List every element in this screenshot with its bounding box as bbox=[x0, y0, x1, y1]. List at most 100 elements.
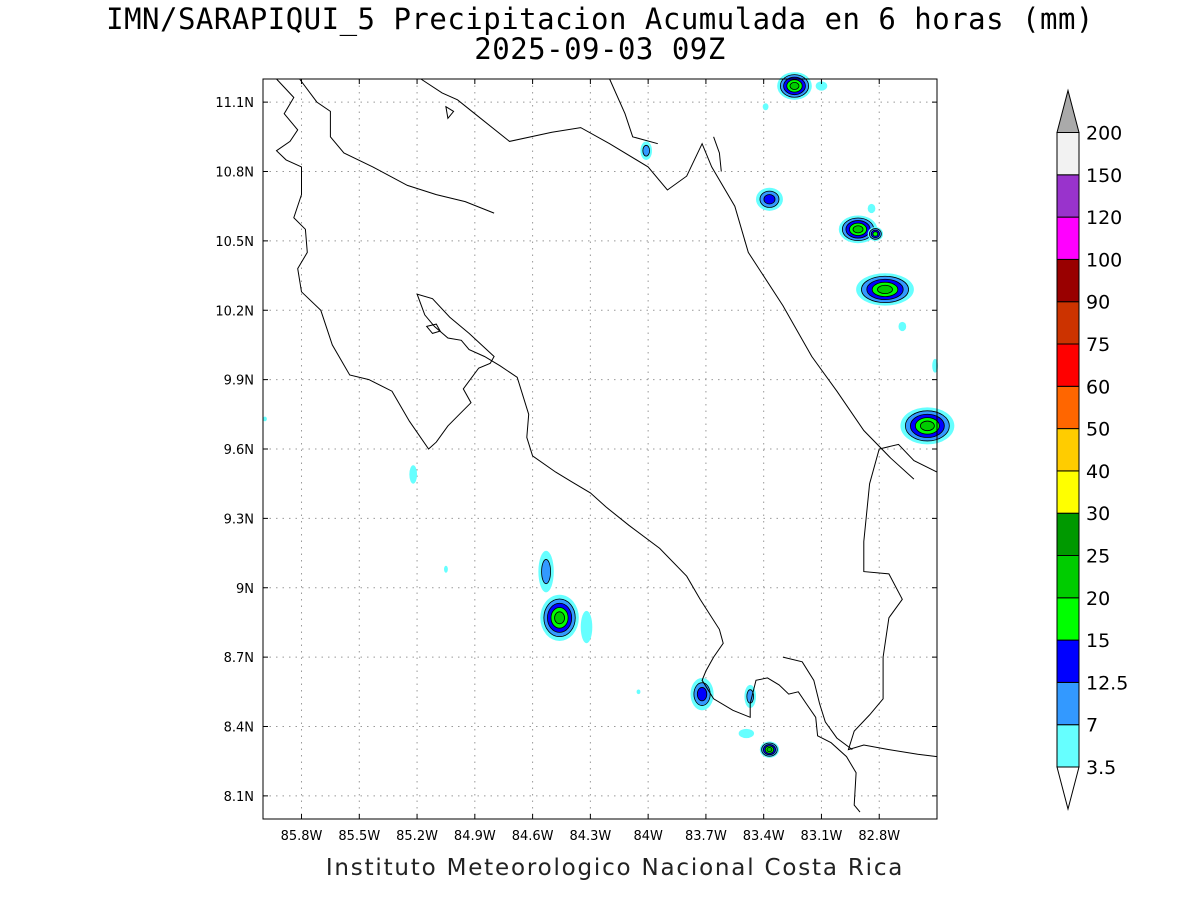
precip-cell bbox=[898, 321, 907, 332]
legend-color-box bbox=[1056, 724, 1080, 768]
legend-color-box bbox=[1056, 301, 1080, 345]
legend-label: 90 bbox=[1086, 292, 1110, 314]
precip-cell bbox=[636, 689, 641, 695]
color-legend: 3.5 7 12.5 15 20 25 30 40 50 60 75 90 100 120 150 200 bbox=[1056, 88, 1128, 811]
island-outline bbox=[445, 105, 455, 120]
precip-cell bbox=[540, 594, 579, 641]
legend-color-box bbox=[1056, 470, 1080, 514]
legend-label: 100 bbox=[1086, 249, 1122, 271]
coastline bbox=[782, 656, 853, 751]
precip-contour-20 bbox=[852, 225, 864, 234]
coastlines bbox=[275, 78, 938, 813]
precip-cell bbox=[762, 103, 769, 111]
x-tick-label: 84.3W bbox=[569, 829, 611, 844]
precip-cell bbox=[900, 407, 955, 445]
coastline bbox=[420, 78, 915, 480]
legend-label: 20 bbox=[1086, 588, 1110, 610]
precip-contour-3.5 bbox=[898, 321, 907, 332]
precip-contour-3.5 bbox=[762, 103, 769, 111]
y-tick-label: 9.9N bbox=[224, 374, 254, 389]
legend-color-box bbox=[1056, 343, 1080, 387]
precip-cell bbox=[867, 203, 876, 214]
legend-label: 75 bbox=[1086, 334, 1110, 356]
legend-label: 150 bbox=[1086, 165, 1122, 187]
x-tick-label: 85.8W bbox=[281, 829, 323, 844]
legend-color-box bbox=[1056, 597, 1080, 641]
map-subtitle-datetime: 2025-09-03 09Z bbox=[474, 32, 726, 66]
legend-color-box bbox=[1056, 216, 1080, 260]
legend-label: 40 bbox=[1086, 461, 1110, 483]
legend-label: 25 bbox=[1086, 546, 1110, 568]
precip-contour-20 bbox=[554, 611, 565, 625]
precip-cell bbox=[815, 81, 828, 91]
legend-high-arrow bbox=[1056, 88, 1080, 133]
precip-contour-3.5 bbox=[636, 689, 641, 695]
precip-contour-7 bbox=[642, 144, 650, 157]
y-tick-label: 9.3N bbox=[224, 512, 254, 527]
legend-label: 3.5 bbox=[1086, 757, 1116, 779]
coastline bbox=[275, 78, 861, 813]
y-tick-label: 8.1N bbox=[224, 790, 254, 805]
precip-contour-15 bbox=[872, 231, 879, 237]
precip-cell bbox=[409, 465, 418, 484]
y-tick-label: 10.5N bbox=[215, 235, 254, 250]
precip-contour-12.5 bbox=[763, 194, 776, 205]
x-tick-label: 83.4W bbox=[743, 829, 785, 844]
coastline bbox=[299, 78, 495, 214]
precip-contour-3.5 bbox=[867, 203, 876, 214]
legend-label: 60 bbox=[1086, 376, 1110, 398]
precip-cell bbox=[759, 741, 780, 758]
footer-credit: Instituto Meteorologico Nacional Costa R… bbox=[325, 855, 905, 881]
y-tick-label: 10.8N bbox=[215, 166, 254, 181]
legend-color-box bbox=[1056, 385, 1080, 430]
x-tick-label: 83.7W bbox=[685, 829, 727, 844]
x-tick-label: 84W bbox=[633, 829, 663, 844]
legend-color-box bbox=[1056, 639, 1080, 683]
precip-cell bbox=[777, 72, 812, 100]
precip-contour-20 bbox=[766, 747, 773, 753]
precip-cell bbox=[444, 565, 448, 573]
precip-contour-7 bbox=[746, 689, 754, 704]
precip-contour-3.5 bbox=[409, 465, 418, 484]
precip-contour-12.5 bbox=[696, 687, 708, 702]
precip-cell bbox=[738, 728, 755, 739]
precip-contour-20 bbox=[877, 284, 893, 295]
precip-contour-20 bbox=[919, 420, 935, 432]
precip-contour-3.5 bbox=[738, 728, 755, 739]
precip-contour-3.5 bbox=[444, 565, 448, 573]
legend-label: 50 bbox=[1086, 419, 1110, 441]
precip-cell bbox=[867, 227, 884, 241]
legend-label: 120 bbox=[1086, 207, 1122, 229]
x-tick-label: 84.9W bbox=[454, 829, 496, 844]
precip-cell bbox=[640, 141, 652, 160]
legend-color-box bbox=[1056, 132, 1080, 176]
precip-cell bbox=[538, 550, 554, 593]
coastline bbox=[847, 443, 938, 758]
precip-cell bbox=[856, 273, 914, 306]
coastline bbox=[713, 136, 722, 172]
y-tick-label: 9N bbox=[236, 582, 254, 597]
y-tick-label: 8.4N bbox=[224, 721, 254, 736]
y-tick-label: 8.7N bbox=[224, 651, 254, 666]
precip-cell bbox=[838, 215, 878, 244]
map-title: IMN/SARAPIQUI_5 Precipitacion Acumulada … bbox=[106, 2, 1094, 36]
precip-contour-20 bbox=[789, 81, 800, 90]
x-tick-label: 83.1W bbox=[801, 829, 843, 844]
precip-cell bbox=[580, 610, 593, 644]
x-tick-label: 85.2W bbox=[396, 829, 438, 844]
y-tick-label: 9.6N bbox=[224, 443, 254, 458]
legend-label: 30 bbox=[1086, 503, 1110, 525]
x-tick-label: 82.8W bbox=[858, 829, 900, 844]
precip-contour-3.5 bbox=[580, 610, 593, 644]
coastline bbox=[609, 78, 658, 145]
precip-contour-3.5 bbox=[263, 416, 267, 422]
precipitation-contours bbox=[263, 72, 955, 758]
precip-cell bbox=[755, 187, 783, 211]
precip-contour-3.5 bbox=[815, 81, 828, 91]
axis-ticks: 85.8W 85.5W 85.2W 84.9W 84.6W 84.3W 84W 83.7W 83… bbox=[215, 79, 937, 844]
legend-color-box bbox=[1056, 174, 1080, 218]
precip-contour-7 bbox=[541, 559, 551, 585]
legend-color-box bbox=[1056, 555, 1080, 599]
legend-color-box bbox=[1056, 512, 1080, 557]
legend-label: 7 bbox=[1086, 715, 1098, 737]
